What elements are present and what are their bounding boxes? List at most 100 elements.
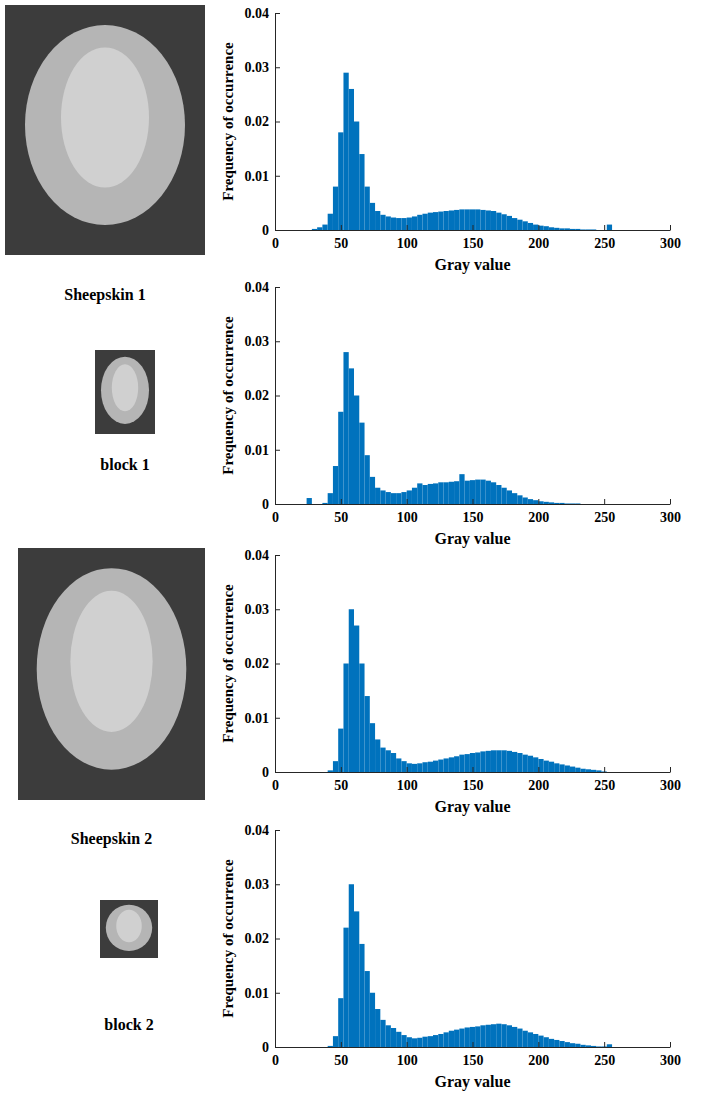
bar bbox=[312, 504, 317, 505]
x-tick-mark bbox=[538, 767, 539, 772]
y-tick: 0 bbox=[262, 223, 280, 238]
x-tick-mark bbox=[341, 1042, 342, 1047]
bar bbox=[328, 770, 333, 772]
panel: block 105010015020025030000.010.020.030.… bbox=[95, 280, 681, 548]
bar bbox=[533, 757, 538, 772]
y-tick-mark bbox=[275, 664, 280, 665]
x-tick: 250 bbox=[594, 499, 615, 525]
bar bbox=[396, 758, 401, 772]
bar bbox=[317, 1047, 322, 1048]
bar bbox=[470, 209, 475, 230]
bar bbox=[349, 884, 354, 1047]
bar bbox=[602, 771, 607, 772]
bar bbox=[391, 493, 396, 504]
bar bbox=[412, 216, 417, 230]
x-tick-mark bbox=[670, 1042, 671, 1047]
bar bbox=[333, 466, 338, 504]
panel-label: block 1 bbox=[100, 456, 149, 473]
bar bbox=[375, 739, 380, 772]
y-tick: 0.01 bbox=[245, 169, 281, 184]
bar bbox=[307, 772, 312, 773]
bar bbox=[407, 490, 412, 504]
bar bbox=[307, 1047, 312, 1048]
bar bbox=[465, 209, 470, 230]
bar bbox=[438, 760, 443, 772]
x-tick: 300 bbox=[660, 499, 681, 525]
bar bbox=[523, 755, 528, 772]
bar bbox=[575, 503, 580, 504]
y-axis: 00.010.020.030.04 bbox=[245, 6, 281, 238]
x-tick: 100 bbox=[397, 499, 418, 525]
bar bbox=[538, 1036, 543, 1047]
x-tick: 250 bbox=[594, 1042, 615, 1068]
photo bbox=[18, 548, 205, 800]
y-tick-mark bbox=[275, 830, 280, 831]
bar bbox=[428, 484, 433, 504]
x-tick-mark bbox=[473, 225, 474, 230]
bar bbox=[517, 1029, 522, 1047]
bar bbox=[602, 1046, 607, 1047]
y-tick-mark bbox=[275, 718, 280, 719]
bar bbox=[391, 1028, 396, 1047]
bar bbox=[401, 218, 406, 230]
photo-background bbox=[18, 548, 205, 800]
y-tick: 0.02 bbox=[245, 931, 281, 946]
bar bbox=[322, 1047, 327, 1048]
bar bbox=[338, 412, 343, 504]
bar bbox=[354, 122, 359, 231]
bar bbox=[528, 1032, 533, 1047]
x-tick-label: 100 bbox=[397, 778, 418, 793]
bar bbox=[307, 498, 312, 504]
y-tick-label: 0 bbox=[262, 1040, 269, 1055]
bar bbox=[486, 210, 491, 230]
bar bbox=[591, 229, 596, 230]
y-tick-label: 0.03 bbox=[245, 877, 270, 892]
bar bbox=[422, 214, 427, 230]
bar bbox=[596, 230, 601, 231]
photo-background bbox=[5, 5, 205, 255]
bar bbox=[401, 492, 406, 504]
x-axis: 050100150200250300 bbox=[272, 225, 681, 251]
x-tick-label: 50 bbox=[334, 1053, 348, 1068]
photo-hide-center bbox=[61, 48, 149, 188]
bar bbox=[370, 993, 375, 1047]
x-tick: 200 bbox=[528, 225, 549, 251]
bar bbox=[607, 1044, 612, 1047]
bar bbox=[380, 1020, 385, 1047]
x-axis-line bbox=[276, 1047, 671, 1048]
bar bbox=[428, 762, 433, 772]
bar bbox=[317, 227, 322, 230]
bar bbox=[549, 502, 554, 504]
bar bbox=[496, 485, 501, 504]
x-tick-label: 0 bbox=[272, 1053, 279, 1068]
y-tick-mark bbox=[275, 287, 280, 288]
bar bbox=[407, 218, 412, 230]
bar bbox=[365, 696, 370, 772]
bar bbox=[449, 1031, 454, 1047]
y-tick-label: 0.01 bbox=[245, 443, 270, 458]
y-tick-mark bbox=[275, 396, 280, 397]
y-axis-title: Frequency of occurrence bbox=[220, 859, 236, 1018]
y-axis: 00.010.020.030.04 bbox=[245, 823, 281, 1055]
bar bbox=[554, 228, 559, 230]
bar bbox=[386, 1025, 391, 1047]
bar bbox=[433, 483, 438, 504]
bar bbox=[301, 772, 306, 773]
bar bbox=[343, 928, 348, 1047]
bar bbox=[412, 1038, 417, 1047]
bar bbox=[396, 493, 401, 504]
bar bbox=[523, 221, 528, 230]
bar bbox=[575, 768, 580, 772]
bar bbox=[465, 481, 470, 504]
bar bbox=[549, 1039, 554, 1047]
x-tick-mark bbox=[670, 767, 671, 772]
bar bbox=[491, 1024, 496, 1047]
y-tick-label: 0 bbox=[262, 765, 269, 780]
bar bbox=[591, 770, 596, 772]
x-tick-mark bbox=[538, 225, 539, 230]
bar bbox=[333, 1036, 338, 1047]
x-axis-title: Gray value bbox=[435, 1073, 511, 1091]
panel-label: Sheepskin 2 bbox=[71, 830, 152, 848]
bar bbox=[554, 763, 559, 772]
bar bbox=[575, 229, 580, 230]
